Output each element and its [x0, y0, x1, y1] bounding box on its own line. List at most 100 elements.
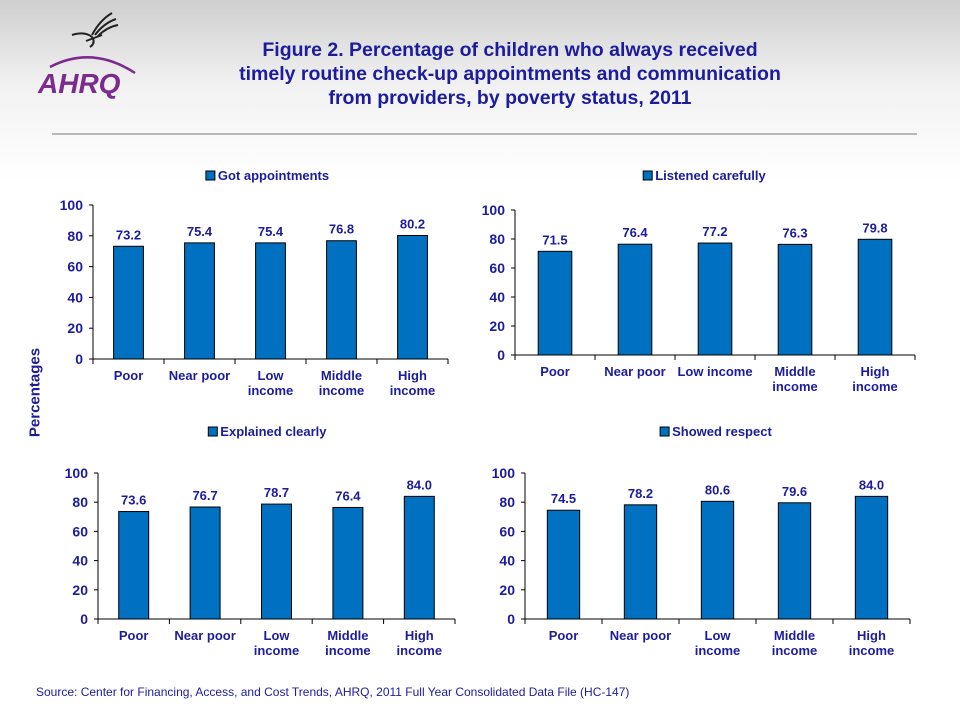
y-tick-label: 80 — [489, 231, 505, 247]
x-tick-label-line: income — [772, 379, 818, 394]
data-label: 79.6 — [782, 484, 807, 499]
ahrq-logo: AHRQ — [37, 12, 136, 99]
x-tick-label: Low income — [695, 628, 741, 658]
bar — [326, 240, 357, 360]
x-tick-label: Low income — [677, 364, 752, 379]
data-label: 84.0 — [407, 477, 432, 492]
y-tick-label: 0 — [75, 351, 83, 367]
bar — [184, 242, 215, 360]
data-label: 80.6 — [705, 482, 730, 497]
legend-swatch — [205, 170, 216, 181]
x-tick-label-line: income — [772, 643, 818, 658]
x-tick-label: High income — [852, 364, 898, 394]
x-tick-label-line: Middle — [774, 364, 815, 379]
bar-chart-2: Listened carefully 0 20 40 60 80 100 71.5 Poor 76… — [482, 168, 916, 394]
bar — [537, 250, 573, 356]
x-tick-label-line: income — [319, 383, 365, 398]
x-tick-label-line: income — [248, 383, 294, 398]
legend-swatch — [659, 426, 670, 437]
bar-chart-4: Showed respect 0 20 40 60 80 100 74.5 Poor 78.2 Ne… — [492, 424, 911, 658]
y-tick-label: 20 — [489, 318, 505, 334]
y-tick-label: 100 — [65, 465, 89, 481]
x-tick-label-line: Low — [258, 368, 285, 383]
y-tick-label: 40 — [489, 289, 505, 305]
x-tick-label: Poor — [540, 364, 570, 379]
x-tick-label: Middle income — [772, 628, 818, 658]
y-tick-label: 100 — [60, 197, 84, 213]
data-label: 76.8 — [329, 222, 354, 237]
y-tick-label: 60 — [489, 260, 505, 276]
x-tick-label: Near poor — [604, 364, 665, 379]
bar — [777, 243, 813, 356]
x-tick-label-line: Low — [705, 628, 732, 643]
bar — [113, 245, 144, 360]
legend-swatch — [642, 170, 653, 181]
bar — [403, 495, 435, 620]
bar — [332, 506, 364, 620]
x-tick-label: Poor — [119, 628, 149, 643]
x-tick-label: Middle income — [772, 364, 818, 394]
x-tick-label-line: income — [849, 643, 895, 658]
source-note: Source: Center for Financing, Access, an… — [36, 685, 630, 699]
title-line: Figure 2. Percentage of children who alw… — [262, 39, 758, 61]
x-tick-label-line: income — [695, 643, 741, 658]
bar — [854, 495, 889, 620]
x-tick-label: Low income — [248, 368, 294, 398]
y-tick-label: 40 — [67, 289, 83, 305]
bar — [697, 242, 733, 356]
data-label: 76.4 — [335, 488, 361, 503]
y-tick-label: 0 — [507, 611, 515, 627]
x-tick-label-line: Near poor — [610, 628, 671, 643]
x-tick-label-line: income — [852, 379, 898, 394]
x-tick-label-line: income — [325, 643, 371, 658]
y-tick-label: 100 — [492, 465, 516, 481]
x-tick-label-line: Near poor — [169, 368, 230, 383]
x-tick-label: Near poor — [610, 628, 671, 643]
bar — [857, 238, 893, 356]
y-tick-label: 60 — [67, 259, 83, 275]
title-line: timely routine check-up appointments and… — [239, 63, 781, 85]
bar — [261, 503, 292, 620]
x-tick-label-line: Poor — [119, 628, 149, 643]
svg-text:AHRQ: AHRQ — [37, 68, 121, 99]
bar — [623, 504, 658, 620]
data-label: 75.4 — [258, 224, 284, 239]
x-tick-label-line: Near poor — [604, 364, 665, 379]
bar — [189, 506, 221, 620]
x-tick-label: High income — [397, 628, 443, 658]
x-tick-label: Middle income — [325, 628, 371, 658]
bar — [700, 500, 735, 620]
x-tick-label: High income — [390, 368, 436, 398]
x-tick-label-line: Low — [264, 628, 291, 643]
x-tick-label: Poor — [114, 368, 144, 383]
x-tick-label-line: Middle — [321, 368, 362, 383]
legend-label: Showed respect — [672, 424, 772, 439]
x-tick-label: Near poor — [169, 368, 230, 383]
data-label: 75.4 — [187, 224, 213, 239]
x-tick-label-line: Low income — [677, 364, 752, 379]
hhs-eagle-icon — [71, 12, 119, 48]
y-tick-label: 20 — [67, 320, 83, 336]
data-label: 78.7 — [264, 485, 289, 500]
data-label: 79.8 — [862, 220, 887, 235]
y-tick-label: 20 — [499, 582, 515, 598]
y-tick-label: 80 — [72, 494, 88, 510]
legend-label: Listened carefully — [655, 168, 766, 183]
divider — [52, 133, 917, 135]
legend-swatch — [207, 426, 218, 437]
y-tick-label: 40 — [499, 553, 515, 569]
data-label: 76.3 — [782, 225, 807, 240]
title-line: from providers, by poverty status, 2011 — [328, 87, 692, 109]
x-tick-label-line: High — [861, 364, 890, 379]
data-label: 73.2 — [116, 227, 141, 242]
x-tick-label: Middle income — [319, 368, 365, 398]
x-tick-label: High income — [849, 628, 895, 658]
x-tick-label-line: High — [857, 628, 886, 643]
bar — [777, 502, 812, 620]
x-tick-label-line: income — [397, 643, 443, 658]
data-label: 84.0 — [859, 477, 884, 492]
y-tick-label: 0 — [80, 611, 88, 627]
x-tick-label-line: Poor — [114, 368, 144, 383]
y-tick-label: 0 — [497, 347, 505, 363]
